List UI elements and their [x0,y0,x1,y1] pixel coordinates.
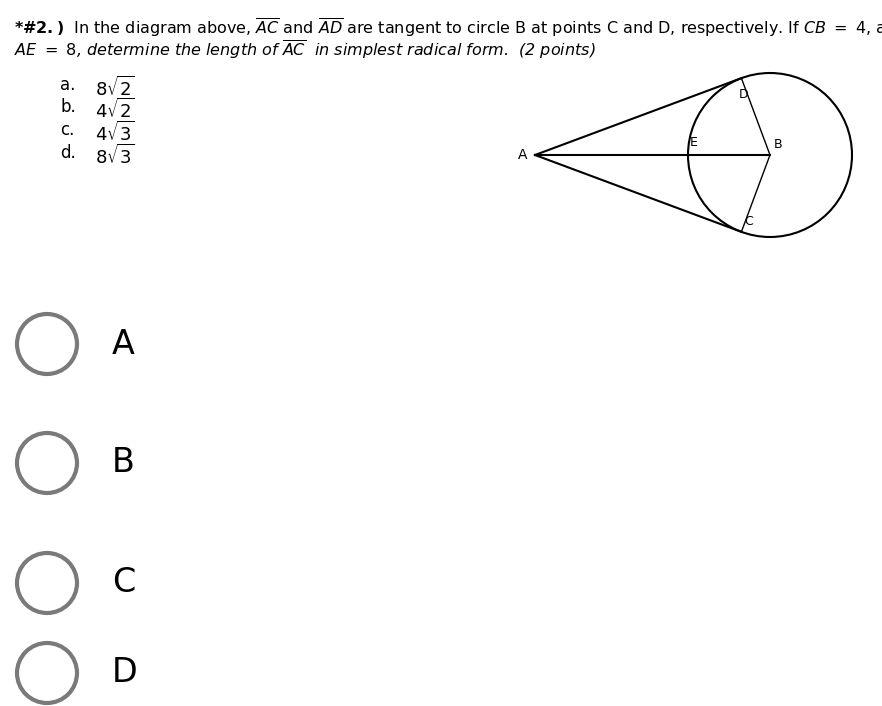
Text: C: C [744,215,753,228]
Text: D: D [112,657,138,690]
Text: E: E [690,136,698,149]
Text: A: A [112,328,135,361]
Text: B: B [112,446,135,479]
Text: B: B [774,138,782,151]
Text: a.: a. [60,76,75,94]
Text: $4\sqrt{2}$: $4\sqrt{2}$ [95,98,135,122]
Text: $\mathbf{*\#2.)}$  In the diagram above, $\overline{AC}$ and $\overline{AD}$ are: $\mathbf{*\#2.)}$ In the diagram above, … [14,16,882,39]
Text: d.: d. [60,144,76,162]
Text: $8\sqrt{3}$: $8\sqrt{3}$ [95,144,135,168]
Text: D: D [738,88,748,101]
Text: c.: c. [60,121,74,139]
Text: b.: b. [60,98,76,116]
Text: $8\sqrt{2}$: $8\sqrt{2}$ [95,76,135,100]
Text: A: A [518,148,527,162]
Text: $4\sqrt{3}$: $4\sqrt{3}$ [95,121,135,145]
Text: C: C [112,566,135,599]
Text: $AE\ =\ 8$, determine the length of $\overline{AC}$  in simplest radical form.  : $AE\ =\ 8$, determine the length of $\ov… [14,38,595,61]
